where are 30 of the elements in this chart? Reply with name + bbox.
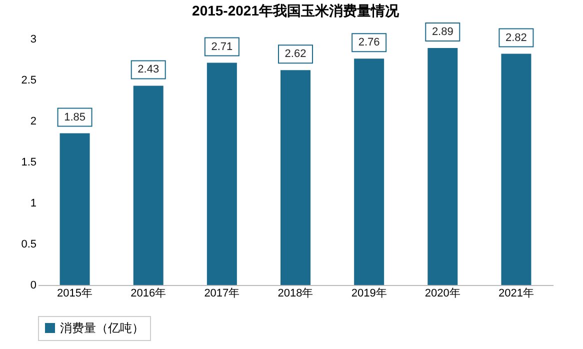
x-tick-label: 2015年 [57,288,93,300]
x-tick-label: 2018年 [278,288,314,300]
y-tick-label: 1.5 [21,156,36,168]
bar [60,133,90,285]
data-label: 2.43 [138,64,160,76]
y-tick-label: 1 [30,198,36,210]
legend-label: 消费量（亿吨） [60,321,144,335]
y-tick-label: 2.5 [21,74,36,86]
bar [206,62,237,285]
data-label: 2.62 [284,48,306,60]
bar [133,86,164,285]
x-tick-label: 2021年 [498,288,534,300]
bar [280,70,310,285]
data-label: 1.85 [64,111,86,124]
bar [501,54,532,285]
y-tick-label: 2 [30,116,36,128]
bar [354,58,384,285]
y-tick-label: 0.5 [21,238,36,250]
data-label: 2.89 [432,26,454,38]
x-tick-label: 2017年 [204,288,240,300]
x-tick-label: 2019年 [351,288,387,300]
x-tick-label: 2016年 [130,288,166,300]
y-tick-label: 3 [30,34,36,46]
data-label: 2.82 [506,32,527,44]
y-tick-label: 0 [30,280,36,292]
chart-title: 2015-2021年我国玉米消费量情况 [192,2,400,19]
data-label: 2.76 [358,36,380,49]
bar [428,48,458,285]
x-tick-label: 2020年 [424,288,460,300]
data-label: 2.71 [211,40,233,53]
